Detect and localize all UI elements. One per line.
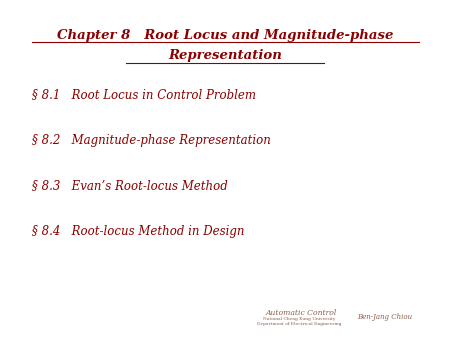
Text: Automatic Control: Automatic Control xyxy=(266,309,337,317)
Text: National Cheng Kung University
Department of Electrical Engineering: National Cheng Kung University Departmen… xyxy=(257,317,342,326)
Text: § 8.2   Magnitude-phase Representation: § 8.2 Magnitude-phase Representation xyxy=(32,134,270,147)
Text: Chapter 8   Root Locus and Magnitude-phase: Chapter 8 Root Locus and Magnitude-phase xyxy=(57,29,393,42)
Text: Representation: Representation xyxy=(168,49,282,62)
Text: Ben-Jang Chiou: Ben-Jang Chiou xyxy=(357,313,412,321)
Text: § 8.1   Root Locus in Control Problem: § 8.1 Root Locus in Control Problem xyxy=(32,88,256,101)
Text: § 8.4   Root-locus Method in Design: § 8.4 Root-locus Method in Design xyxy=(32,225,244,238)
Text: § 8.3   Evan’s Root-locus Method: § 8.3 Evan’s Root-locus Method xyxy=(32,179,227,192)
